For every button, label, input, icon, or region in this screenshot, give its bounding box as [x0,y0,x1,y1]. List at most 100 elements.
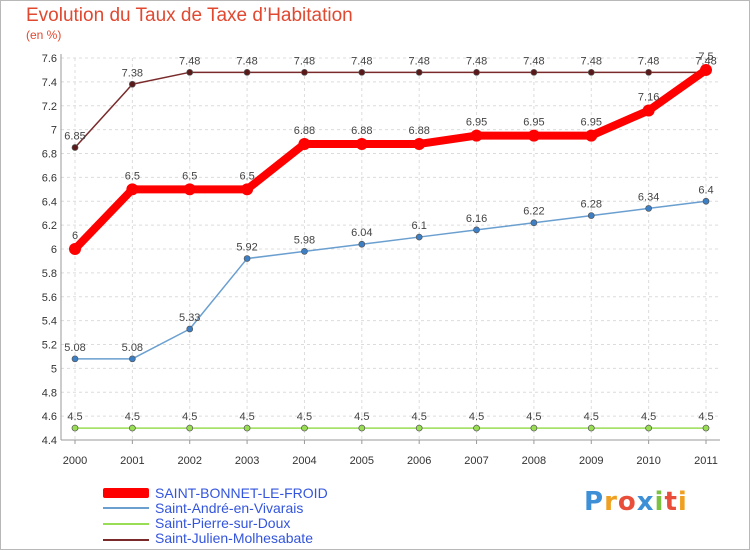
axes [60,54,720,444]
unit-label: (en %) [26,28,62,42]
x-ticks: 2000 2001 2002 2003 2004 2005 2006 2007 2008 2009… [63,455,718,467]
y-tick-label: 5.2 [42,340,57,352]
data-label-saint-julien-molhesabate: 7.48 [466,55,487,67]
data-point-saint-pierre-sur-doux [473,424,480,432]
legend-swatch-saint-pierre [103,523,149,525]
data-label-saint-bonnet-le-froid: 6.5 [182,170,197,182]
y-tick-label: 6 [51,244,57,256]
data-point-saint-andr-en-vivarais [71,355,79,363]
data-label-saint-andr-en-vivarais: 6.16 [466,213,487,225]
y-tick-label: 6.8 [42,149,57,161]
data-point-saint-andr-en-vivarais [415,233,423,241]
y-tick-label: 4.8 [42,387,57,399]
legend-label-saint-julien: Saint-Julien-Molhesabate [155,530,313,546]
logo-letter: i [677,487,688,517]
data-point-saint-julien-molhesabate [186,68,194,76]
data-point-saint-pierre-sur-doux [530,424,538,432]
data-point-saint-andr-en-vivarais [186,325,194,333]
legend-swatch-saint-bonnet [103,488,149,498]
data-label-saint-pierre-sur-doux: 4.5 [297,411,312,423]
data-label-saint-pierre-sur-doux: 4.5 [584,411,599,423]
data-point-saint-bonnet-le-froid [585,129,598,142]
data-point-saint-andr-en-vivarais [301,248,308,255]
data-label-saint-pierre-sur-doux: 4.5 [526,411,541,423]
data-label-saint-bonnet-le-froid: 6.95 [581,117,602,129]
data-label-saint-andr-en-vivarais: 6.4 [698,184,713,196]
y-tick-label: 5.6 [42,292,57,304]
data-label-saint-pierre-sur-doux: 4.5 [641,411,656,423]
data-label-saint-julien-molhesabate: 7.48 [695,55,716,67]
data-point-saint-julien-molhesabate [243,68,251,76]
data-label-saint-andr-en-vivarais: 6.22 [523,206,544,218]
data-point-saint-bonnet-le-froid [69,243,81,255]
series-layer [69,63,712,432]
data-point-saint-pierre-sur-doux [243,424,251,432]
logo-letter: x [636,487,655,517]
data-point-saint-julien-molhesabate [473,68,480,76]
data-label-saint-andr-en-vivarais: 5.98 [294,234,315,246]
data-label-saint-bonnet-le-froid: 7.5 [698,51,713,63]
data-point-saint-julien-molhesabate [587,68,595,76]
data-label-saint-pierre-sur-doux: 4.5 [698,411,713,423]
data-point-saint-andr-en-vivarais [530,219,538,227]
x-tick-label: 2009 [579,455,603,467]
x-tick-label: 2002 [177,455,201,467]
data-point-saint-bonnet-le-froid [241,183,254,196]
data-point-saint-pierre-sur-doux [587,424,595,432]
data-point-saint-bonnet-le-froid [470,129,483,142]
data-point-saint-andr-en-vivarais [473,226,480,234]
logo-letter: t [664,487,678,517]
data-label-saint-bonnet-le-froid: 6.88 [408,125,429,137]
data-label-saint-bonnet-le-froid: 6.95 [523,117,544,129]
data-label-saint-julien-molhesabate: 7.38 [122,67,143,79]
data-point-saint-pierre-sur-doux [645,424,652,432]
data-label-saint-bonnet-le-froid: 7.16 [638,92,659,104]
data-point-saint-pierre-sur-doux [358,424,366,432]
series-line-saint-julien-molhesabate [74,71,707,149]
data-label-saint-bonnet-le-froid: 6.88 [294,125,315,137]
data-label-saint-andr-en-vivarais: 5.08 [64,342,85,354]
data-point-saint-julien-molhesabate [301,68,308,76]
data-label-saint-andr-en-vivarais: 6.34 [638,191,659,203]
legend-swatch-saint-andre [103,507,149,509]
data-point-saint-pierre-sur-doux [301,424,308,432]
y-tick-label: 5.4 [42,316,57,328]
data-labels: 6.85 7.38 7.48 7.48 7.48 7.48 7.48 7.48 7.48 7.48… [64,51,716,423]
data-point-saint-andr-en-vivarais [702,197,710,205]
logo-letter: o [617,487,637,517]
data-label-saint-pierre-sur-doux: 4.5 [239,411,254,423]
data-point-saint-andr-en-vivarais [587,212,595,219]
data-point-saint-bonnet-le-froid [413,137,426,150]
y-tick-label: 6.6 [42,172,57,184]
data-point-saint-bonnet-le-froid [126,183,139,196]
data-point-saint-julien-molhesabate [71,144,79,151]
data-point-saint-julien-molhesabate [358,68,366,76]
data-label-saint-julien-molhesabate: 7.48 [581,55,602,67]
data-label-saint-pierre-sur-doux: 4.5 [67,411,82,423]
data-point-saint-bonnet-le-froid [527,129,540,142]
data-label-saint-andr-en-vivarais: 5.92 [236,242,257,254]
data-label-saint-bonnet-le-froid: 6.5 [125,170,140,182]
data-label-saint-pierre-sur-doux: 4.5 [412,411,427,423]
legend-label-saint-andre: Saint-André-en-Vivarais [155,500,304,516]
data-label-saint-andr-en-vivarais: 5.33 [179,312,200,324]
y-tick-label: 5 [51,363,57,375]
data-point-saint-pierre-sur-doux [702,424,710,432]
y-tick-label: 7.4 [42,77,57,89]
data-label-saint-bonnet-le-froid: 6 [72,230,78,242]
y-tick-label: 7.6 [42,53,57,65]
logo-letter: i [654,487,665,517]
data-point-saint-andr-en-vivarais [243,255,251,262]
data-point-saint-bonnet-le-froid [700,63,712,76]
data-point-saint-bonnet-le-froid [298,137,311,150]
data-point-saint-julien-molhesabate [645,68,652,76]
chart-title: Evolution du Taux de Taxe d’Habitation [26,5,353,26]
series-line-saint-andr-en-vivarais [74,200,707,360]
legend-label-saint-pierre: Saint-Pierre-sur-Doux [155,515,291,531]
data-label-saint-julien-molhesabate: 7.48 [523,55,544,67]
data-label-saint-julien-molhesabate: 7.48 [236,55,257,67]
series-line-saint-bonnet-le-froid [71,65,710,253]
legend-swatch-saint-julien [103,539,149,541]
data-label-saint-andr-en-vivarais: 6.04 [351,227,372,239]
data-label-saint-bonnet-le-froid: 6.95 [466,117,487,129]
